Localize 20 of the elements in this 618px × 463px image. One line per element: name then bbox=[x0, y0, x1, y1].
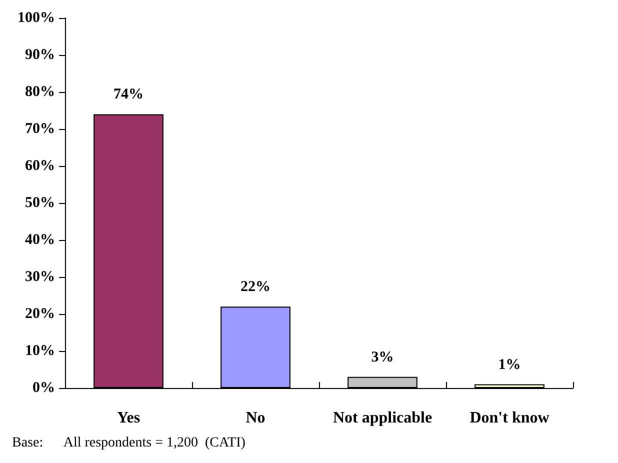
y-tick-label: 50% bbox=[25, 195, 55, 211]
y-tick-label: 40% bbox=[25, 232, 55, 248]
data-label: 22% bbox=[240, 279, 270, 296]
x-tick-label: No bbox=[246, 410, 266, 426]
x-tick-label: Don't know bbox=[470, 410, 550, 426]
data-label: 74% bbox=[114, 86, 144, 103]
y-tick-label: 30% bbox=[25, 269, 55, 285]
y-tick-label: 80% bbox=[25, 84, 55, 100]
y-tick-label: 60% bbox=[25, 158, 55, 174]
x-tick-label: Not applicable bbox=[332, 410, 432, 426]
x-tick-label: Yes bbox=[116, 410, 140, 426]
text: Base: All respondents = 1,200 (CATI) bbox=[12, 436, 246, 450]
y-tick-label: 70% bbox=[25, 121, 55, 137]
data-label: 3% bbox=[371, 349, 394, 366]
y-tick-label: 20% bbox=[25, 306, 55, 322]
y-tick-label: 100% bbox=[18, 10, 55, 26]
y-tick-label: 90% bbox=[25, 47, 55, 63]
y-tick-label: 0% bbox=[32, 380, 55, 396]
y-tick-label: 10% bbox=[25, 343, 55, 359]
data-label: 1% bbox=[498, 356, 521, 373]
